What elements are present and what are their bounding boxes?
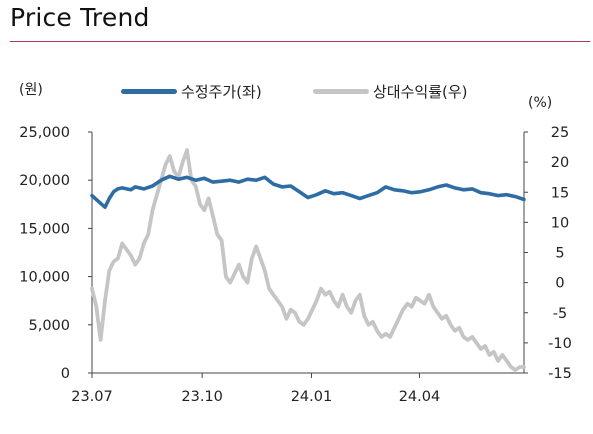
x-tick-label: 23.10 [181, 389, 223, 405]
right-tick-label: 15 [551, 185, 569, 201]
right-axis-unit: (%) [528, 95, 553, 111]
x-tick-label: 24.04 [399, 389, 441, 405]
chart-title: Price Trend [10, 3, 150, 32]
x-tick-label: 23.07 [71, 389, 113, 405]
left-tick-label: 15,000 [19, 221, 70, 237]
right-tick-label: -10 [548, 336, 572, 352]
x-tick-label: 24.01 [291, 389, 333, 405]
left-tick-label: 25,000 [19, 125, 70, 141]
left-tick-label: 10,000 [19, 270, 70, 286]
legend-item-price: 수정주가(좌) [121, 81, 262, 102]
right-tick-label: 10 [551, 215, 569, 231]
legend-swatch-relative-return [313, 89, 369, 94]
right-tick-label: -15 [548, 366, 572, 382]
relative-return-series-line [90, 148, 526, 372]
right-tick-label: 25 [551, 125, 569, 141]
right-tick-label: -5 [553, 306, 567, 322]
legend-label-price: 수정주가(좌) [181, 83, 262, 101]
left-axis-unit: (원) [19, 82, 43, 98]
left-tick-label: 5,000 [28, 318, 70, 334]
left-tick-label: 20,000 [19, 173, 70, 189]
legend-swatch-price [121, 89, 177, 94]
right-tick-label: 0 [555, 276, 564, 292]
right-tick-label: 5 [555, 246, 564, 262]
legend-item-relative-return: 상대수익률(우) [313, 81, 468, 102]
title-divider [10, 41, 590, 42]
legend-label-relative-return: 상대수익률(우) [373, 83, 468, 101]
left-tick-label: 0 [61, 366, 70, 382]
right-tick-label: 20 [551, 155, 569, 171]
price-series-line [90, 174, 526, 209]
